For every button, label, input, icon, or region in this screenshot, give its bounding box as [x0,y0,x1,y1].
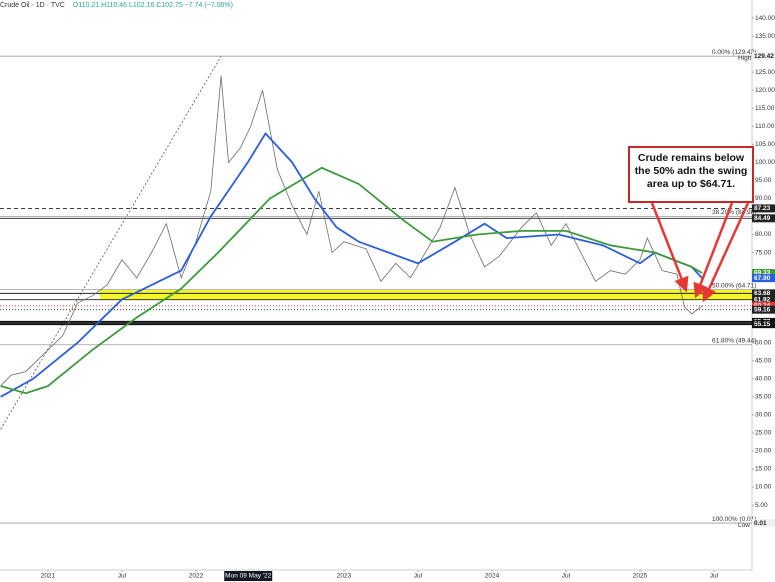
price-tag-label: 87.23 [754,205,771,212]
arrows [650,202,750,303]
series-line [0,166,703,395]
y-tick-label: 20.00 [755,448,772,455]
x-tick-label: 2022 [189,573,204,580]
x-tick-label: Jul [414,573,423,580]
fib-label: 38.20% (84.98) [712,209,756,216]
y-tick-label: 110.00 [755,123,775,130]
price-tag-label: 69.33 [754,270,771,277]
y-tick-label: 105.00 [755,141,775,148]
arrow [702,202,750,303]
trendline [0,56,222,430]
price-tag-label: 63.68 [754,290,771,297]
series-line [0,131,703,398]
crosshair-tag [224,571,273,581]
price-tag-label: 61.92 [754,296,771,303]
arrow [650,202,689,293]
x-tick-label: 2021 [41,573,56,580]
y-tick-label: 15.00 [755,466,772,473]
y-tick-label: 90.00 [755,195,772,202]
fib-label: 50.00% (64.71) [712,282,756,289]
y-tick-label: 5.00 [755,502,768,509]
price-tag [752,52,775,61]
y-tick-label: 30.00 [755,412,772,419]
fib-tag: High [738,55,752,62]
axis: 5.00 10.00 15.00 20.00 25.00 30.00 35.00 40.00 4… [41,15,775,581]
crosshair-label: Mon 09 May '22 [225,573,271,580]
price-tag [752,289,775,298]
fib-tag: Low [738,522,750,529]
y-tick-label: 25.00 [755,430,772,437]
price-tag [752,204,775,213]
price-tag [752,519,775,528]
y-tick-label: 115.00 [755,105,775,112]
price-tag-label: 84.49 [754,215,771,222]
price-tag-label: 59.16 [754,306,771,313]
price-tag-label: 67.90 [754,275,771,282]
x-tick-label: Jul [710,573,719,580]
header: Crude Oil · 1D · TVC O110.21 H110.46 L102… [0,2,233,9]
price-tag [752,320,775,329]
y-tick-label: 135.00 [755,33,775,40]
x-tick-label: Jul [562,573,571,580]
y-tick-label: 120.00 [755,87,775,94]
price-tag [752,214,775,223]
price-tag [752,305,775,314]
annotation: Crude remains below the 50% adn the swin… [628,146,754,203]
price-tag [752,268,775,277]
ohlc: O110.21 H110.46 L102.16 C102.75 −7.74 (−… [72,2,233,9]
y-tick-label: 80.00 [755,231,772,238]
plot: 0.00% (129.42)High 38.20% (84.98) 50.00% (… [0,49,756,529]
x-tick-label: 2025 [633,573,648,580]
fib-label: 0.00% (129.42) [712,49,756,56]
swing-band [100,289,752,300]
fib-label: 61.80% (49.44) [712,337,756,344]
price-tag [752,274,775,283]
price-tag-label: 129.42 [754,53,774,60]
y-tick-label: 40.00 [755,376,772,383]
series-line [0,75,703,387]
price-tag-label: 55.15 [754,321,771,328]
y-tick-label: 50.00 [755,339,772,346]
price-tag [752,295,775,304]
y-tick-label: 140.00 [755,15,775,22]
price-tag-label: 0.01 [754,520,767,527]
x-tick-label: 2023 [337,573,352,580]
y-tick-label: 125.00 [755,69,775,76]
x-tick-label: Jul [118,573,127,580]
y-tick-label: 45.00 [755,357,772,364]
arrow [693,202,734,299]
y-tick-label: 10.00 [755,484,772,491]
y-tick-label: 100.00 [755,159,775,166]
x-tick-label: 2024 [485,573,500,580]
y-tick-label: 75.00 [755,249,772,256]
y-tick-label: 95.00 [755,177,772,184]
symbol: Crude Oil · 1D · TVC [0,2,65,9]
fib-label: 100.00% (0.01) [712,516,756,523]
y-tick-label: 35.00 [755,394,772,401]
